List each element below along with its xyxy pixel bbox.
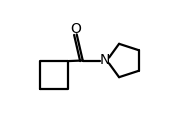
- Text: N: N: [99, 53, 110, 68]
- Text: O: O: [70, 22, 81, 36]
